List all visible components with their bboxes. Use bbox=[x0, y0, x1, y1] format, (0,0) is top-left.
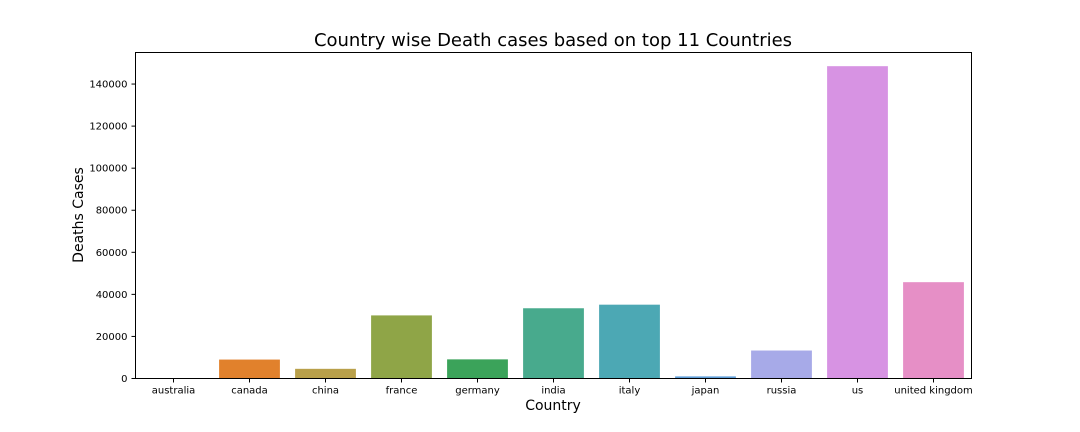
bar-india bbox=[523, 308, 584, 379]
x-tick-label: france bbox=[386, 386, 418, 397]
bar-united-kingdom bbox=[903, 282, 964, 379]
x-tick-label: russia bbox=[767, 386, 797, 397]
x-tick-label: united kingdom bbox=[894, 386, 973, 397]
x-tick-label: australia bbox=[152, 386, 196, 397]
y-tick-label: 140000 bbox=[89, 80, 127, 91]
bar-japan bbox=[675, 376, 736, 379]
y-axis: 0 20000 40000 60000 80000 100000 120000 140000 bbox=[89, 80, 136, 385]
x-axis-label: Country bbox=[525, 398, 581, 414]
bar-russia bbox=[751, 350, 812, 379]
y-tick-label: 0 bbox=[121, 374, 127, 385]
y-tick-label: 20000 bbox=[96, 332, 128, 343]
y-tick-label: 120000 bbox=[89, 122, 127, 133]
bar-us bbox=[827, 66, 888, 379]
x-tick-label: india bbox=[541, 386, 565, 397]
chart-title: Country wise Death cases based on top 11… bbox=[314, 30, 792, 51]
bar-italy bbox=[599, 304, 660, 379]
y-tick-label: 40000 bbox=[96, 290, 128, 301]
bar-germany bbox=[447, 359, 508, 379]
x-tick-label: canada bbox=[231, 386, 268, 397]
bars-group bbox=[143, 66, 964, 379]
x-tick-label: japan bbox=[691, 386, 720, 397]
y-tick-label: 60000 bbox=[96, 248, 128, 259]
x-tick-label: us bbox=[852, 386, 864, 397]
plot-frame bbox=[135, 52, 972, 379]
y-tick-label: 100000 bbox=[89, 164, 127, 175]
y-axis-label: Deaths Cases bbox=[71, 167, 87, 263]
bar-china bbox=[295, 368, 356, 379]
x-tick-label: germany bbox=[455, 386, 500, 397]
bar-france bbox=[371, 315, 432, 379]
y-tick-label: 80000 bbox=[96, 206, 128, 217]
bar-canada bbox=[219, 359, 280, 379]
x-axis: australia canada china france germany india it… bbox=[152, 378, 973, 397]
x-tick-label: china bbox=[312, 386, 339, 397]
x-tick-label: italy bbox=[619, 386, 641, 397]
